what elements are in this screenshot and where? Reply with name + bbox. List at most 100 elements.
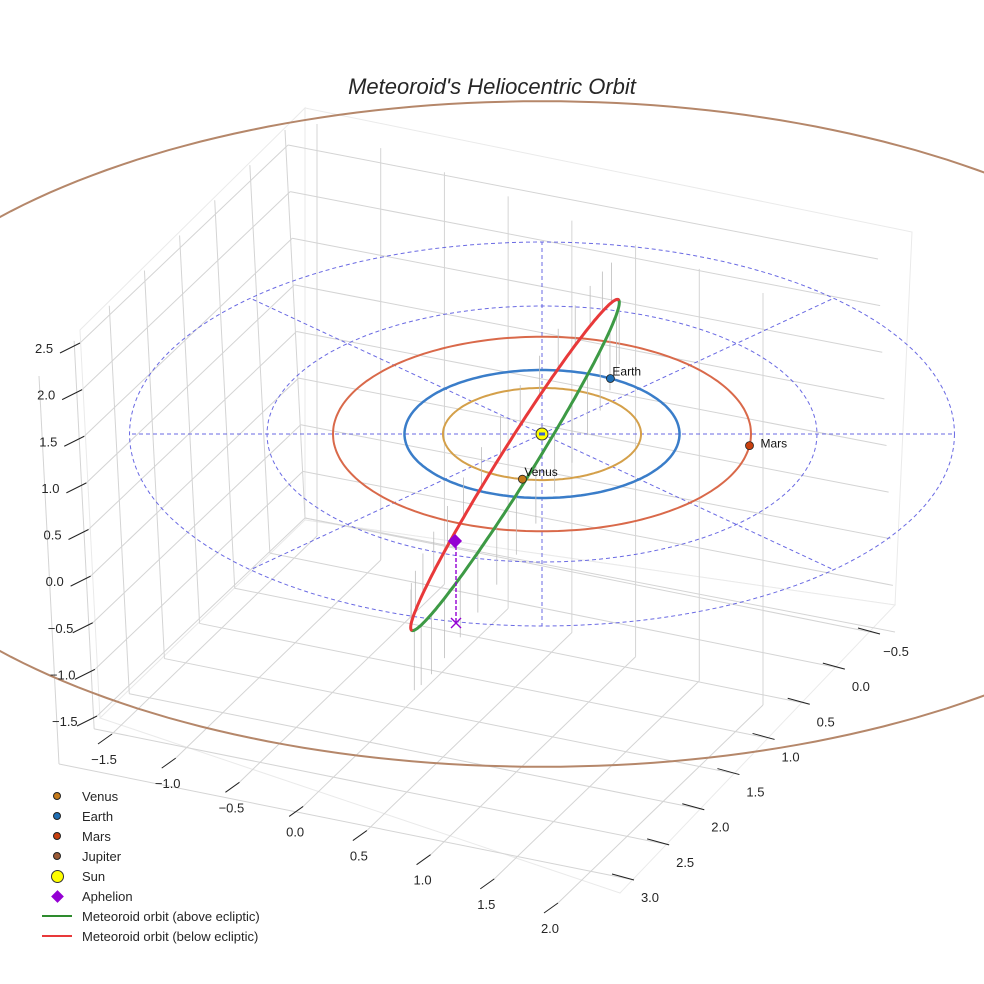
- z-axis-tick-label: 1.5: [39, 434, 57, 449]
- legend-label: Meteoroid orbit (below ecliptic): [82, 928, 259, 944]
- z-axis-tick-label: 1.0: [41, 481, 59, 496]
- legend-item: Sun: [40, 866, 260, 886]
- x-axis-tick: [479, 878, 495, 890]
- y-axis-tick: [682, 803, 705, 811]
- z-axis-tick-label: −0.5: [48, 621, 74, 636]
- legend-label: Sun: [82, 868, 106, 884]
- legend-symbol: [40, 786, 74, 806]
- legend-line-icon: [42, 935, 72, 937]
- markers: Venus Earth Mars: [447, 364, 787, 629]
- x-axis-tick: [543, 902, 559, 914]
- legend-diamond-icon: [50, 889, 64, 903]
- z-axis-tick: [72, 622, 93, 634]
- floor-gridline-x: [366, 632, 573, 831]
- planet-marker-mars: [745, 441, 754, 451]
- axes-panes: [79, 106, 913, 894]
- legend-item: Mars: [40, 826, 260, 846]
- orbit-mars: [331, 335, 752, 533]
- back-wall-gridline-z: [298, 377, 889, 493]
- meteoroid-orbit-above: [410, 298, 621, 633]
- floor-gridline-y: [129, 693, 705, 811]
- legend-symbol: [40, 906, 74, 926]
- legend-label: Meteoroid orbit (above ecliptic): [82, 908, 260, 924]
- gridlines: [38, 124, 896, 904]
- y-axis-tick-label: 2.0: [711, 820, 729, 835]
- y-axis-tick-label: 2.5: [676, 855, 694, 870]
- reference-spoke: [250, 433, 543, 571]
- back-wall-gridline-z: [292, 237, 883, 353]
- floor-gridline-x: [557, 704, 764, 904]
- axis-ticks: [59, 342, 881, 914]
- legend-item: Earth: [40, 806, 260, 826]
- z-axis-tick-label: −1.5: [52, 714, 78, 729]
- legend-symbol: [40, 866, 74, 886]
- chart-title: Meteoroid's Heliocentric Orbit: [348, 74, 636, 99]
- legend-symbol: [40, 826, 74, 846]
- x-axis-tick: [352, 830, 368, 841]
- meteoroid-orbit-below: [409, 297, 620, 632]
- x-axis-tick-label: 0.0: [286, 824, 304, 839]
- z-axis-tick-label: 2.5: [35, 341, 53, 356]
- x-axis-tick: [225, 781, 240, 793]
- y-axis-tick: [717, 768, 740, 776]
- left-wall-gridline-z: [90, 377, 299, 577]
- y-axis-tick: [647, 838, 670, 846]
- left-wall-gridline-z: [92, 424, 302, 624]
- floor-gridline-y: [304, 517, 881, 635]
- orbit-venus: [442, 386, 642, 482]
- legend-label: Mars: [82, 828, 111, 844]
- legend-dot-icon: [53, 832, 61, 840]
- floor-gridline-x: [493, 680, 700, 880]
- x-axis-tick-label: −1.5: [91, 752, 117, 767]
- floor-gridline-y: [58, 763, 635, 881]
- legend-label: Earth: [82, 808, 114, 824]
- left-wall-gridline-y: [38, 375, 60, 765]
- floor-gridline-x: [111, 535, 318, 735]
- legend-item: Meteoroid orbit (below ecliptic): [40, 926, 260, 946]
- left-wall-gridline-z: [88, 331, 297, 530]
- y-axis-tick-label: 1.0: [782, 749, 800, 764]
- left-wall-gridline-z: [83, 237, 293, 437]
- floor-pane: [99, 519, 897, 894]
- y-axis-tick-label: 1.5: [746, 785, 764, 800]
- legend-symbol: [40, 846, 74, 866]
- left-wall-gridline-z: [94, 471, 304, 670]
- floor-gridline-y: [94, 728, 670, 846]
- z-axis-tick: [59, 342, 81, 354]
- planet-marker-venus: [518, 474, 527, 484]
- left-wall-gridline-z: [86, 284, 295, 484]
- z-axis-tick: [66, 482, 87, 494]
- z-axis-tick-label: 2.0: [37, 388, 55, 403]
- y-axis-tick-label: −0.5: [883, 644, 909, 659]
- legend-dot-icon: [53, 792, 61, 800]
- z-axis-tick: [68, 529, 89, 540]
- y-axis-tick-label: 0.0: [852, 679, 870, 694]
- orbit-jupiter: [0, 100, 984, 768]
- legend-sun-icon: [50, 869, 64, 883]
- left-wall-gridline-y: [284, 129, 306, 519]
- floor-gridline-x: [175, 559, 382, 759]
- x-axis-tick: [161, 757, 177, 769]
- meteoroid-stems: [410, 262, 620, 691]
- planet-label-venus: Venus: [524, 465, 557, 479]
- legend-label: Aphelion: [82, 888, 133, 904]
- x-axis-tick: [416, 854, 431, 866]
- left-wall-gridline-z: [79, 144, 289, 344]
- legend-label: Venus: [82, 788, 119, 804]
- legend-label: Jupiter: [82, 848, 122, 864]
- left-wall-gridline-y: [179, 235, 201, 624]
- legend-dot-icon: [53, 852, 61, 860]
- reference-spoke: [541, 297, 834, 435]
- left-wall-gridline-y: [73, 340, 95, 729]
- y-axis-tick-label: 3.0: [641, 890, 659, 905]
- z-axis-tick-label: 0.5: [44, 528, 62, 543]
- meteoroid-orbit: [409, 297, 621, 633]
- legend-item: Meteoroid orbit (above ecliptic): [40, 906, 260, 926]
- y-axis-tick: [857, 627, 881, 635]
- x-axis-tick-label: 1.5: [477, 897, 495, 912]
- legend-item: Aphelion: [40, 886, 260, 906]
- reference-circles: [128, 241, 955, 627]
- floor-gridline-x: [239, 583, 445, 783]
- x-axis-tick-label: −0.5: [219, 800, 245, 815]
